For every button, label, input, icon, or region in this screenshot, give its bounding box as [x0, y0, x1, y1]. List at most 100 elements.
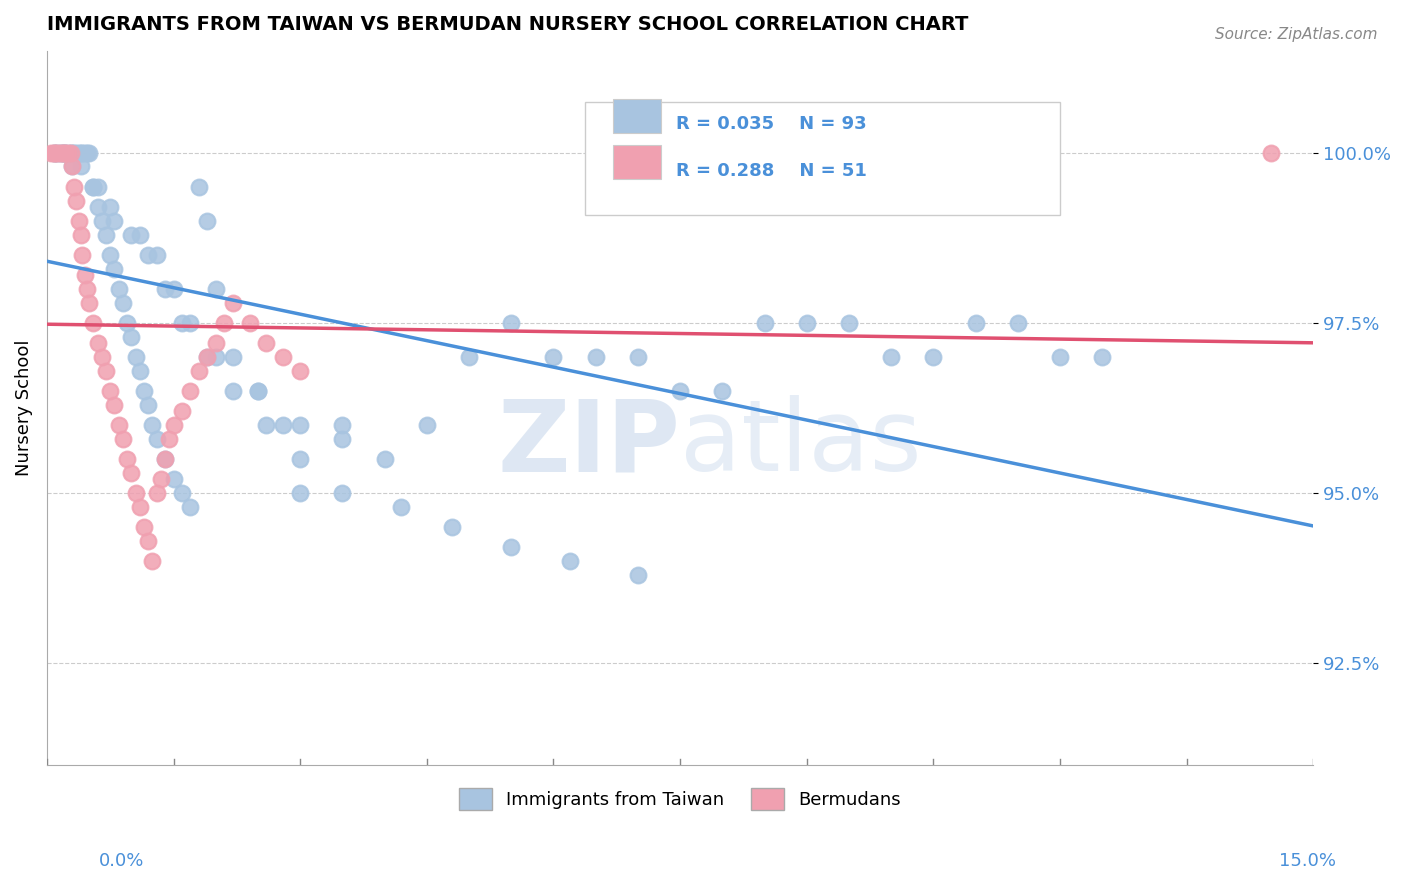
- Point: [107, 417, 129, 432]
- Point: [56, 145, 79, 160]
- Point: [162, 417, 184, 432]
- Point: [42, 145, 65, 160]
- Point: [52, 145, 75, 160]
- Point: [149, 473, 172, 487]
- Point: [627, 567, 650, 582]
- Point: [141, 417, 163, 432]
- Point: [179, 500, 201, 514]
- Point: [153, 452, 176, 467]
- Point: [170, 316, 193, 330]
- Point: [82, 180, 104, 194]
- Point: [59, 145, 82, 160]
- Point: [73, 268, 96, 283]
- Point: [76, 282, 98, 296]
- Point: [52, 145, 75, 160]
- Point: [221, 350, 243, 364]
- Point: [157, 432, 180, 446]
- Point: [1091, 350, 1114, 364]
- Point: [44, 145, 66, 160]
- Bar: [613, 145, 661, 179]
- Point: [59, 145, 82, 160]
- Point: [73, 145, 96, 160]
- Point: [72, 145, 94, 160]
- Point: [170, 404, 193, 418]
- Text: ZIP: ZIP: [498, 395, 681, 492]
- Point: [55, 145, 77, 160]
- Point: [60, 160, 83, 174]
- Point: [94, 363, 117, 377]
- Point: [111, 432, 134, 446]
- Point: [838, 316, 860, 330]
- Point: [560, 554, 582, 568]
- Point: [77, 145, 100, 160]
- Point: [86, 336, 108, 351]
- Point: [1049, 350, 1071, 364]
- Point: [128, 227, 150, 242]
- Point: [332, 432, 354, 446]
- Point: [501, 541, 523, 555]
- Point: [103, 398, 125, 412]
- Point: [416, 417, 439, 432]
- Point: [60, 160, 83, 174]
- Point: [90, 214, 112, 228]
- Point: [288, 486, 311, 500]
- Point: [103, 261, 125, 276]
- Point: [120, 329, 142, 343]
- Point: [141, 554, 163, 568]
- Point: [132, 384, 155, 398]
- Point: [145, 248, 167, 262]
- Point: [51, 145, 73, 160]
- Point: [195, 214, 218, 228]
- Point: [65, 194, 87, 208]
- Point: [195, 350, 218, 364]
- Point: [111, 295, 134, 310]
- Point: [69, 160, 91, 174]
- Point: [103, 214, 125, 228]
- FancyBboxPatch shape: [585, 103, 1060, 215]
- Point: [796, 316, 818, 330]
- Text: Source: ZipAtlas.com: Source: ZipAtlas.com: [1215, 27, 1378, 42]
- Point: [153, 282, 176, 296]
- Point: [212, 316, 235, 330]
- Text: 15.0%: 15.0%: [1278, 852, 1336, 870]
- Point: [458, 350, 481, 364]
- Point: [77, 295, 100, 310]
- Point: [246, 384, 269, 398]
- Point: [56, 145, 79, 160]
- Point: [204, 282, 226, 296]
- Point: [136, 248, 159, 262]
- Point: [187, 180, 209, 194]
- Point: [55, 145, 77, 160]
- Point: [271, 350, 294, 364]
- Point: [115, 452, 138, 467]
- Point: [162, 282, 184, 296]
- Point: [52, 145, 75, 160]
- Text: R = 0.035    N = 93: R = 0.035 N = 93: [676, 115, 868, 133]
- Point: [254, 336, 277, 351]
- Point: [187, 363, 209, 377]
- Point: [153, 452, 176, 467]
- Point: [128, 363, 150, 377]
- Point: [374, 452, 396, 467]
- Point: [46, 145, 69, 160]
- Point: [627, 350, 650, 364]
- Point: [254, 417, 277, 432]
- Point: [72, 248, 94, 262]
- Point: [195, 350, 218, 364]
- Point: [82, 316, 104, 330]
- Point: [128, 500, 150, 514]
- Point: [669, 384, 692, 398]
- Point: [922, 350, 945, 364]
- Point: [115, 316, 138, 330]
- Point: [162, 473, 184, 487]
- Point: [69, 227, 91, 242]
- Point: [51, 145, 73, 160]
- Point: [441, 520, 464, 534]
- Point: [271, 417, 294, 432]
- Point: [204, 350, 226, 364]
- Point: [288, 417, 311, 432]
- Point: [44, 145, 66, 160]
- Point: [46, 145, 69, 160]
- Point: [98, 384, 121, 398]
- Point: [246, 384, 269, 398]
